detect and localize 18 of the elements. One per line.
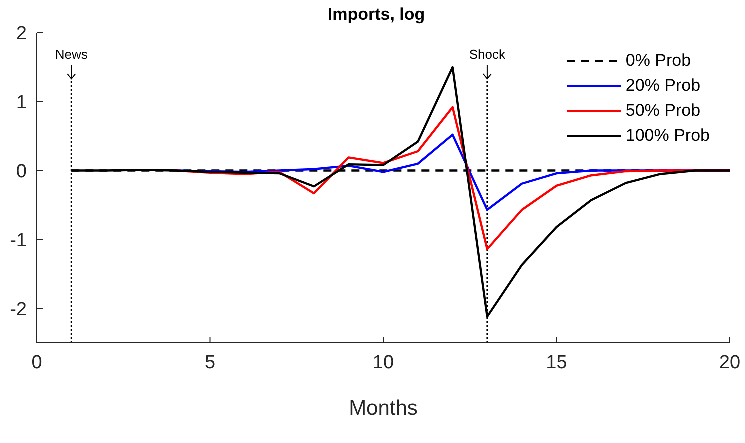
legend-label: 0% Prob — [626, 50, 692, 70]
legend-label: 20% Prob — [626, 76, 701, 96]
x-tick-label: 20 — [719, 352, 741, 374]
x-tick-label: 5 — [204, 352, 216, 374]
x-tick-label: 10 — [372, 352, 394, 374]
chart-title: Imports, log — [326, 5, 426, 25]
legend-label: 50% Prob — [626, 100, 701, 120]
x-tick-label: 0 — [32, 352, 42, 374]
legend-label: 100% Prob — [626, 126, 710, 146]
ref-line-label: Shock — [469, 47, 506, 62]
y-tick-label: 1 — [16, 92, 27, 114]
y-tick-label: -2 — [10, 299, 27, 320]
y-tick-label: 2 — [16, 24, 27, 45]
y-tick-label: 0 — [16, 162, 27, 183]
ref-line-label: News — [55, 47, 88, 62]
y-tick-label: -1 — [10, 230, 27, 252]
x-tick-label: 15 — [546, 352, 568, 374]
x-axis-title: Months — [349, 397, 418, 420]
